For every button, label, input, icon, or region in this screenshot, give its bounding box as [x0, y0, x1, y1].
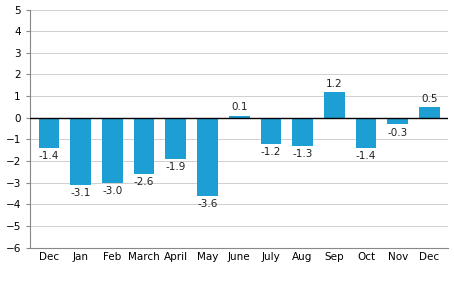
Bar: [292, 118, 313, 146]
Bar: [229, 116, 250, 118]
Text: -3.0: -3.0: [102, 186, 123, 196]
Bar: [356, 118, 376, 148]
Bar: [261, 118, 281, 144]
Text: 1.2: 1.2: [326, 79, 343, 88]
Text: 0.1: 0.1: [231, 102, 247, 112]
Text: -1.4: -1.4: [39, 151, 59, 161]
Text: -3.6: -3.6: [197, 199, 217, 209]
Bar: [387, 118, 408, 124]
Bar: [166, 118, 186, 159]
Bar: [419, 107, 440, 118]
Bar: [134, 118, 154, 174]
Bar: [197, 118, 218, 196]
Text: -1.4: -1.4: [356, 151, 376, 161]
Bar: [102, 118, 123, 183]
Text: -2.6: -2.6: [134, 177, 154, 187]
Text: 0.5: 0.5: [421, 94, 438, 104]
Text: -1.2: -1.2: [261, 147, 281, 157]
Bar: [39, 118, 59, 148]
Bar: [70, 118, 91, 185]
Text: -3.1: -3.1: [70, 188, 91, 198]
Bar: [324, 92, 345, 118]
Text: -0.3: -0.3: [388, 127, 408, 137]
Text: -1.9: -1.9: [166, 162, 186, 172]
Text: -1.3: -1.3: [292, 149, 313, 159]
